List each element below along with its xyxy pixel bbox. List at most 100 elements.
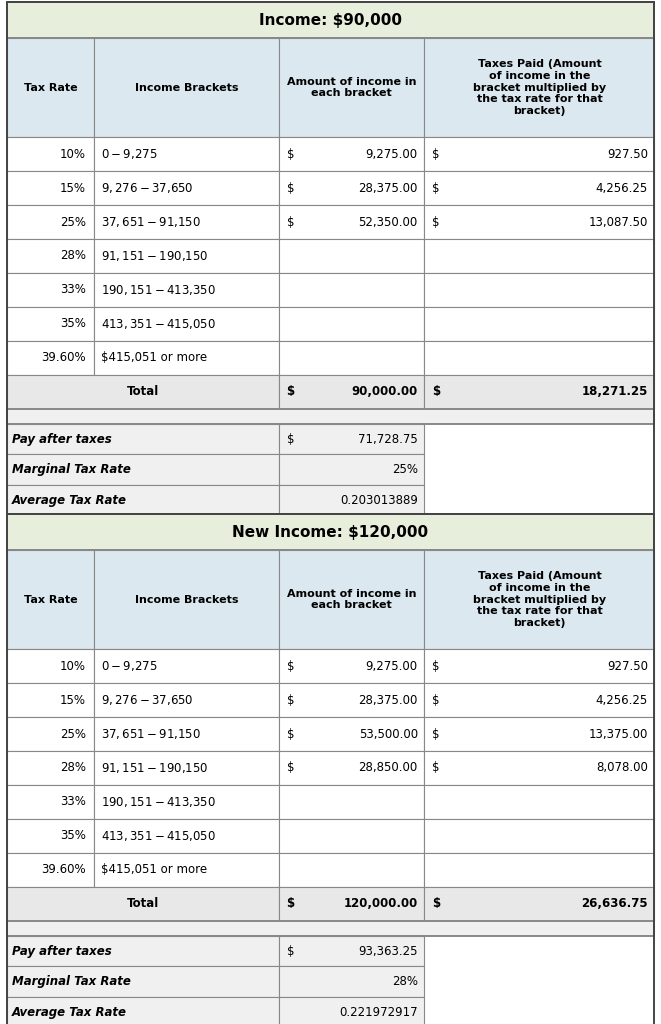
Bar: [7, 424, 279, 455]
Text: $415,051 or more: $415,051 or more: [100, 863, 207, 877]
Bar: [7, 751, 94, 785]
Text: 25%: 25%: [392, 463, 418, 476]
Bar: [94, 307, 279, 341]
Text: $: $: [432, 215, 440, 228]
Bar: [94, 853, 279, 887]
Bar: [279, 936, 424, 967]
Text: 28,375.00: 28,375.00: [358, 693, 418, 707]
Bar: [279, 307, 424, 341]
Text: $: $: [287, 945, 294, 957]
Text: 25%: 25%: [60, 215, 86, 228]
Bar: [279, 171, 424, 205]
Bar: [279, 455, 424, 484]
Bar: [279, 239, 424, 273]
Text: $9,276 - $37,650: $9,276 - $37,650: [100, 181, 193, 195]
Bar: [424, 239, 654, 273]
Text: $: $: [287, 385, 295, 398]
Text: $: $: [432, 181, 440, 195]
Text: 93,363.25: 93,363.25: [358, 945, 418, 957]
Bar: [7, 205, 94, 239]
Text: $: $: [287, 693, 294, 707]
Bar: [424, 785, 654, 819]
Text: $: $: [432, 385, 440, 398]
Text: $: $: [287, 659, 294, 673]
Bar: [94, 649, 279, 683]
Text: $: $: [432, 693, 440, 707]
Text: 13,087.50: 13,087.50: [588, 215, 648, 228]
Text: 15%: 15%: [60, 181, 86, 195]
Text: Pay after taxes: Pay after taxes: [12, 433, 112, 445]
Bar: [279, 887, 424, 921]
Bar: [424, 273, 654, 307]
Bar: [424, 649, 654, 683]
Text: Income: $90,000: Income: $90,000: [259, 12, 402, 28]
Bar: [424, 38, 654, 137]
Bar: [279, 751, 424, 785]
Bar: [94, 550, 279, 649]
Text: Amount of income in
each bracket: Amount of income in each bracket: [287, 77, 416, 98]
Text: $37,651 - $91,150: $37,651 - $91,150: [100, 215, 201, 229]
Text: 0.221972917: 0.221972917: [339, 1006, 418, 1019]
Bar: [424, 819, 654, 853]
Text: 39.60%: 39.60%: [42, 863, 86, 877]
Text: 10%: 10%: [60, 659, 86, 673]
Bar: [94, 273, 279, 307]
Text: $91,151 - $190,150: $91,151 - $190,150: [100, 249, 208, 263]
Bar: [279, 717, 424, 751]
Text: Average Tax Rate: Average Tax Rate: [12, 1006, 127, 1019]
Bar: [94, 341, 279, 375]
Bar: [279, 853, 424, 887]
Bar: [94, 38, 279, 137]
Bar: [7, 341, 94, 375]
Text: $: $: [287, 181, 294, 195]
Text: $: $: [287, 897, 295, 910]
Text: $190,151 - $413,350: $190,151 - $413,350: [100, 283, 215, 297]
Text: $: $: [432, 659, 440, 673]
Bar: [279, 683, 424, 717]
Bar: [7, 171, 94, 205]
Text: Average Tax Rate: Average Tax Rate: [12, 494, 127, 507]
Text: $: $: [287, 215, 294, 228]
Bar: [7, 455, 279, 484]
Bar: [94, 137, 279, 171]
Bar: [279, 341, 424, 375]
Text: $: $: [432, 897, 440, 910]
Bar: [424, 341, 654, 375]
Bar: [279, 205, 424, 239]
Bar: [279, 38, 424, 137]
Bar: [279, 375, 424, 409]
Text: $9,276 - $37,650: $9,276 - $37,650: [100, 693, 193, 707]
Text: 10%: 10%: [60, 147, 86, 161]
Bar: [424, 307, 654, 341]
Text: 28,850.00: 28,850.00: [358, 762, 418, 774]
Bar: [7, 273, 94, 307]
Text: 39.60%: 39.60%: [42, 351, 86, 365]
Bar: [7, 819, 94, 853]
Bar: [7, 38, 94, 137]
Text: 28%: 28%: [60, 762, 86, 774]
Bar: [7, 996, 279, 1024]
Text: $: $: [432, 727, 440, 740]
Text: $: $: [432, 147, 440, 161]
Bar: [94, 717, 279, 751]
Bar: [7, 484, 279, 515]
Text: 18,271.25: 18,271.25: [582, 385, 648, 398]
Bar: [7, 967, 279, 996]
Bar: [279, 424, 424, 455]
Bar: [7, 649, 94, 683]
Bar: [7, 137, 94, 171]
Text: Total: Total: [126, 385, 159, 398]
Text: 28%: 28%: [60, 250, 86, 262]
Text: 4,256.25: 4,256.25: [596, 181, 648, 195]
Bar: [279, 785, 424, 819]
Bar: [7, 683, 94, 717]
Text: $: $: [287, 147, 294, 161]
Bar: [94, 205, 279, 239]
Bar: [279, 967, 424, 996]
Bar: [94, 751, 279, 785]
Bar: [7, 853, 94, 887]
Bar: [7, 717, 94, 751]
Bar: [424, 717, 654, 751]
Text: Taxes Paid (Amount
of income in the
bracket multiplied by
the tax rate for that
: Taxes Paid (Amount of income in the brac…: [473, 571, 606, 628]
Bar: [7, 785, 94, 819]
